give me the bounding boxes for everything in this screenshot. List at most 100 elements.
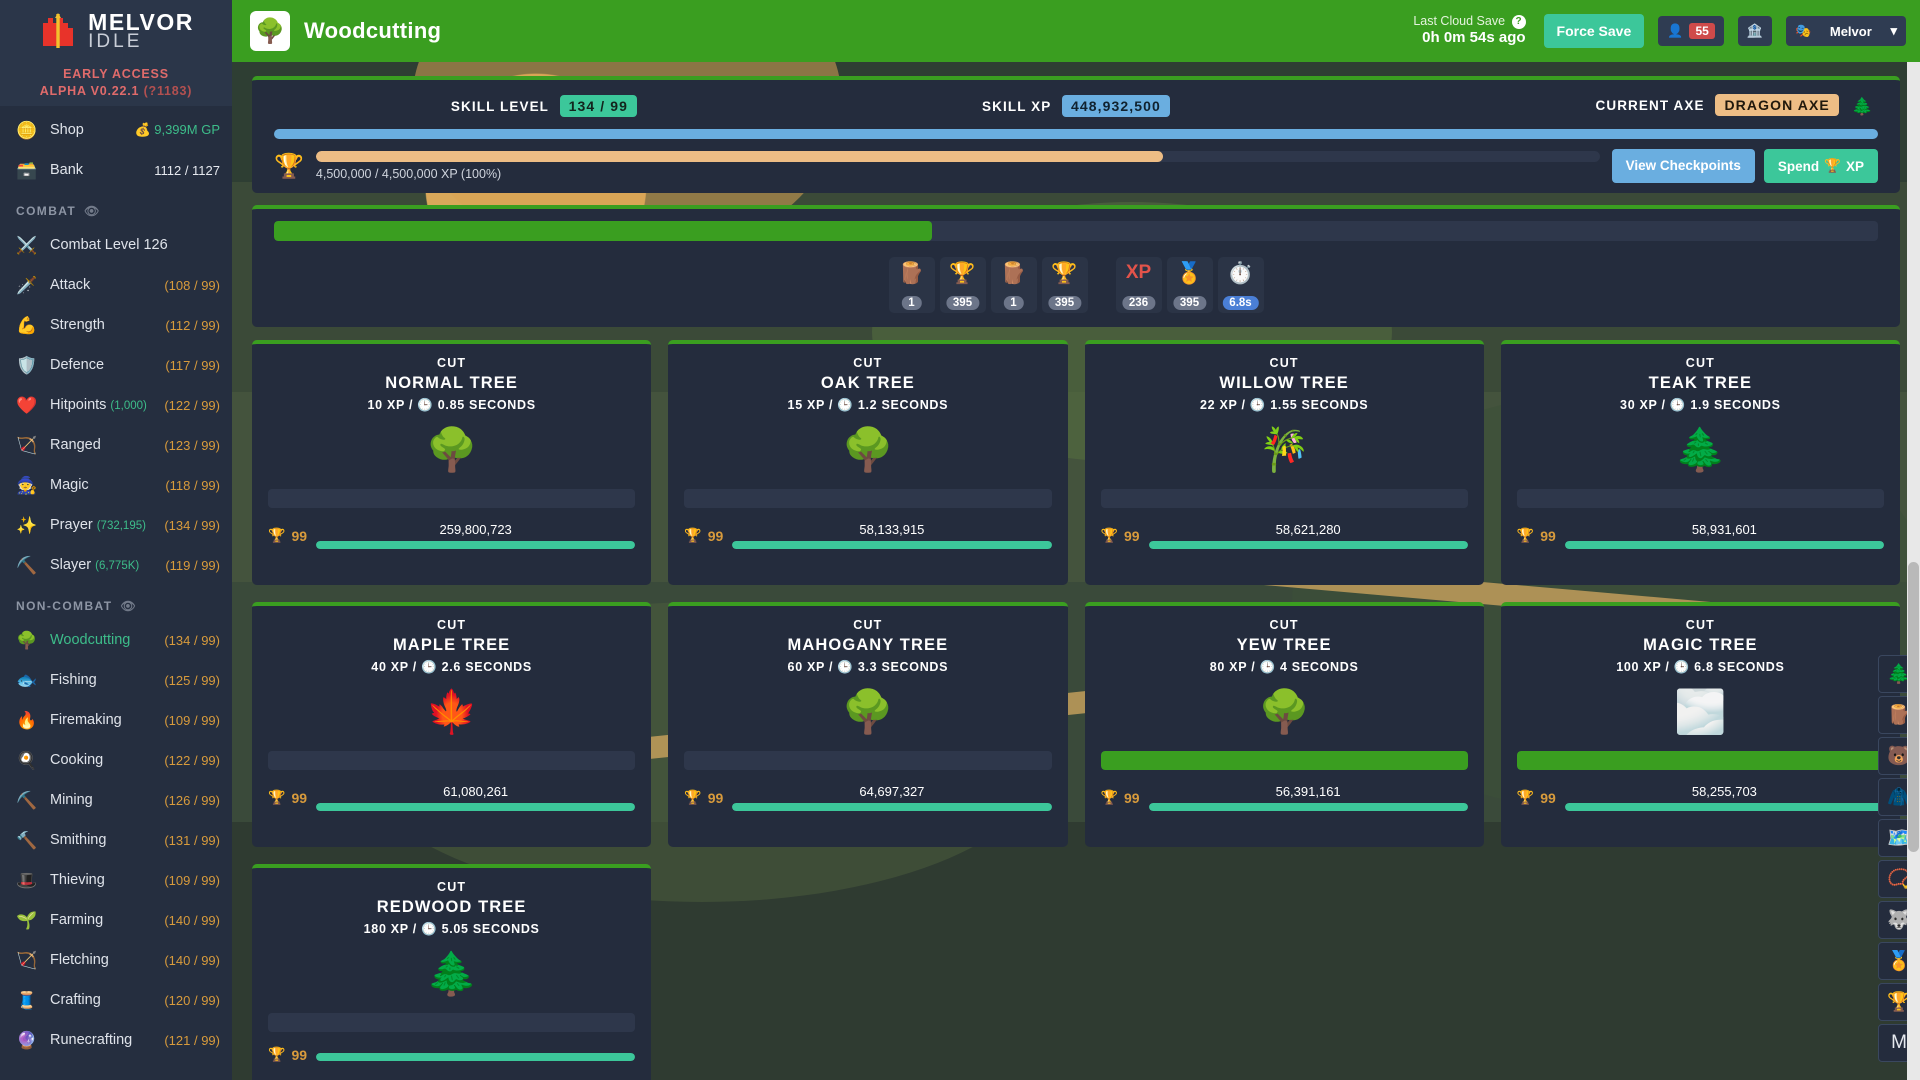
tree-card-yew-tree[interactable]: CUT YEW TREE 80 XP / 🕒 4 SECONDS 🌳 🏆 99 56,391… bbox=[1084, 602, 1484, 847]
willow-log-icon: 🪵 bbox=[898, 262, 925, 285]
mastery-trophy-icon: 🏅 bbox=[1176, 262, 1203, 285]
brand-line1: MELVOR bbox=[88, 8, 194, 35]
tree-card-maple-tree[interactable]: CUT MAPLE TREE 40 XP / 🕒 2.6 SECONDS 🍁 🏆 99 61… bbox=[252, 602, 652, 847]
tree-xp-rate: 30 XP / 🕒 1.9 SECONDS bbox=[1620, 398, 1781, 412]
action-progress-bar bbox=[274, 221, 1878, 241]
version-line1: EARLY ACCESS bbox=[63, 67, 169, 81]
tree-action-label: CUT bbox=[853, 618, 883, 632]
tree-card-magic-tree[interactable]: CUT MAGIC TREE 100 XP / 🕒 6.8 SECONDS 🌫️ 🏆 99… bbox=[1500, 602, 1900, 847]
maple-tree-icon: 🍁 bbox=[425, 687, 478, 735]
tree-card-redwood-tree[interactable]: CUT REDWOOD TREE 180 XP / 🕒 5.05 SECONDS 🌲 🏆… bbox=[252, 864, 652, 1080]
tree-grid: CUT NORMAL TREE 10 XP / 🕒 0.85 SECONDS 🌳 🏆 99… bbox=[252, 340, 1900, 1080]
thieving-icon: 🎩 bbox=[16, 870, 38, 890]
teak-tree-icon: 🌲 bbox=[1674, 425, 1727, 473]
stat-chip-stopwatch-icon: ⏱️ 6.8s bbox=[1217, 257, 1264, 313]
force-save-button[interactable]: Force Save bbox=[1543, 14, 1645, 48]
sidebar-item-label: Prayer (732,195) bbox=[50, 517, 146, 533]
willow-tree-icon: 🎋 bbox=[1257, 425, 1311, 473]
melvor-castle-icon bbox=[38, 11, 78, 51]
sidebar-item-value: 1112 / 1127 bbox=[154, 162, 220, 178]
shield-icon: 🛡️ bbox=[16, 355, 38, 375]
tree-mastery-bar bbox=[1564, 541, 1884, 549]
tree-name: WILLOW TREE bbox=[1219, 374, 1349, 392]
bank-button[interactable]: 🏦 bbox=[1737, 16, 1772, 46]
sidebar-item-value: (120 / 99) bbox=[164, 992, 220, 1008]
combat-header-label: COMBAT bbox=[16, 204, 77, 218]
sidebar-item-fishing[interactable]: 🐟 Fishing (125 / 99) bbox=[0, 660, 232, 700]
tree-card-willow-tree[interactable]: CUT WILLOW TREE 22 XP / 🕒 1.55 SECONDS 🎋 🏆 99… bbox=[1084, 340, 1484, 585]
tree-action-label: CUT bbox=[853, 356, 883, 370]
sidebar-item-defence[interactable]: 🛡️ Defence (117 / 99) bbox=[0, 345, 232, 385]
sidebar-item-magic[interactable]: 🧙 Magic (118 / 99) bbox=[0, 465, 232, 505]
tree-card-mahogany-tree[interactable]: CUT MAHOGANY TREE 60 XP / 🕒 3.3 SECONDS 🌳 🏆 9… bbox=[668, 602, 1068, 847]
tree-progress-bar bbox=[268, 1013, 636, 1032]
mastery-trophy-icon: 🏆 bbox=[1100, 527, 1118, 543]
stat-chip-value: 395 bbox=[1047, 296, 1082, 310]
sidebar-item-thieving[interactable]: 🎩 Thieving (109 / 99) bbox=[0, 860, 232, 900]
sidebar-item-value: (108 / 99) bbox=[164, 277, 220, 293]
redwood-tree-icon: 🌲 bbox=[425, 949, 478, 997]
sidebar-item-cooking[interactable]: 🍳 Cooking (122 / 99) bbox=[0, 740, 232, 780]
tree-mastery-xp: 58,255,703 bbox=[1691, 784, 1757, 799]
sidebar-item-slayer[interactable]: ⛏️ Slayer (6,775K) (119 / 99) bbox=[0, 545, 232, 585]
sidebar-item-firemaking[interactable]: 🔥 Firemaking (109 / 99) bbox=[0, 700, 232, 740]
page-scrollbar[interactable] bbox=[1907, 62, 1920, 1080]
sidebar-item-bank[interactable]: 🗃️ Bank 1112 / 1127 bbox=[0, 150, 232, 190]
tree-card-teak-tree[interactable]: CUT TEAK TREE 30 XP / 🕒 1.9 SECONDS 🌲 🏆 99 58,… bbox=[1500, 340, 1900, 585]
sidebar-item-attack[interactable]: 🗡️ Attack (108 / 99) bbox=[0, 265, 232, 305]
tree-mastery-xp: 259,800,723 bbox=[439, 522, 512, 537]
spend-mastery-xp-button[interactable]: Spend 🏆 XP bbox=[1763, 149, 1878, 183]
tree-action-label: CUT bbox=[1269, 356, 1299, 370]
sidebar-item-strength[interactable]: 💪 Strength (112 / 99) bbox=[0, 305, 232, 345]
tree-card-normal-tree[interactable]: CUT NORMAL TREE 10 XP / 🕒 0.85 SECONDS 🌳 🏆 99… bbox=[252, 340, 652, 585]
sidebar-item-farming[interactable]: 🌱 Farming (140 / 99) bbox=[0, 900, 232, 940]
sidebar-item-woodcutting[interactable]: 🌳 Woodcutting (134 / 99) bbox=[0, 620, 232, 660]
tree-mastery-level: 🏆 99 bbox=[1517, 789, 1556, 806]
account-menu[interactable]: 🎭 Melvor ▾ bbox=[1786, 16, 1906, 46]
stat-chip-log-icon: 🪵 1 bbox=[990, 257, 1037, 313]
help-icon[interactable]: ? bbox=[1511, 14, 1526, 29]
tree-progress-bar bbox=[268, 489, 636, 508]
sidebar-item-combat-level-126[interactable]: ⚔️ Combat Level 126 bbox=[0, 225, 232, 265]
stat-chip-value: 1 bbox=[1003, 296, 1024, 310]
eye-icon[interactable]: 👁 bbox=[84, 204, 101, 218]
sidebar-item-label: Hitpoints (1,000) bbox=[50, 397, 147, 413]
anvil-icon: 🔨 bbox=[16, 830, 38, 850]
sidebar-item-crafting[interactable]: 🧵 Crafting (120 / 99) bbox=[0, 980, 232, 1020]
sidebar-item-value: (109 / 99) bbox=[164, 712, 220, 728]
sidebar-item-runecrafting[interactable]: 🔮 Runecrafting (121 / 99) bbox=[0, 1020, 232, 1060]
sidebar-item-hitpoints[interactable]: ❤️ Hitpoints (1,000) (122 / 99) bbox=[0, 385, 232, 425]
sidebar-item-shop[interactable]: 🪙 Shop 💰 9,399M GP bbox=[0, 110, 232, 150]
sidebar-item-value: (117 / 99) bbox=[165, 357, 220, 373]
sidebar-item-mining[interactable]: ⛏️ Mining (126 / 99) bbox=[0, 780, 232, 820]
sidebar-item-label: Thieving bbox=[50, 872, 105, 888]
sidebar-header-combat: COMBAT 👁 bbox=[0, 190, 232, 225]
sidebar-item-value: (118 / 99) bbox=[165, 477, 220, 493]
tree-mastery-bar bbox=[316, 541, 636, 549]
tree-mastery-level-value: 99 bbox=[291, 527, 308, 544]
tree-mastery-bar bbox=[1564, 803, 1884, 811]
notifications-button[interactable]: 👤 55 bbox=[1658, 16, 1724, 46]
sidebar-item-value: (125 / 99) bbox=[164, 672, 220, 688]
mastery-trophy-icon: 🏆 bbox=[268, 527, 286, 543]
sidebar-item-ranged[interactable]: 🏹 Ranged (123 / 99) bbox=[0, 425, 232, 465]
cloud-save-time: 0h 0m 54s ago bbox=[1422, 29, 1526, 47]
chef-hat-icon: 🍳 bbox=[16, 750, 38, 770]
brand-logo[interactable]: MELVOR IDLE bbox=[0, 0, 232, 62]
sidebar: MELVOR IDLE EARLY ACCESS ALPHA V0.22.1 (… bbox=[0, 0, 232, 1080]
sidebar-item-prayer[interactable]: ✨ Prayer (732,195) (134 / 99) bbox=[0, 505, 232, 545]
sidebar-item-value: (119 / 99) bbox=[165, 557, 220, 573]
mask-icon: 🎭 bbox=[1795, 23, 1812, 38]
tree-action-label: CUT bbox=[436, 618, 467, 632]
sidebar-item-fletching[interactable]: 🏹 Fletching (140 / 99) bbox=[0, 940, 232, 980]
eye-icon[interactable]: 👁 bbox=[120, 599, 138, 613]
sidebar-item-label: Attack bbox=[50, 277, 91, 293]
view-checkpoints-button[interactable]: View Checkpoints bbox=[1611, 149, 1755, 183]
tree-name: TEAK TREE bbox=[1648, 374, 1753, 392]
scrollbar-thumb[interactable] bbox=[1908, 562, 1919, 852]
trophy-icon: 🏆 bbox=[1051, 262, 1078, 285]
sidebar-item-smithing[interactable]: 🔨 Smithing (131 / 99) bbox=[0, 820, 232, 860]
page-tree-icon: 🌳 bbox=[250, 11, 290, 51]
magic-tree-icon: 🌫️ bbox=[1674, 687, 1727, 735]
tree-card-oak-tree[interactable]: CUT OAK TREE 15 XP / 🕒 1.2 SECONDS 🌳 🏆 99 58,1… bbox=[668, 340, 1068, 585]
